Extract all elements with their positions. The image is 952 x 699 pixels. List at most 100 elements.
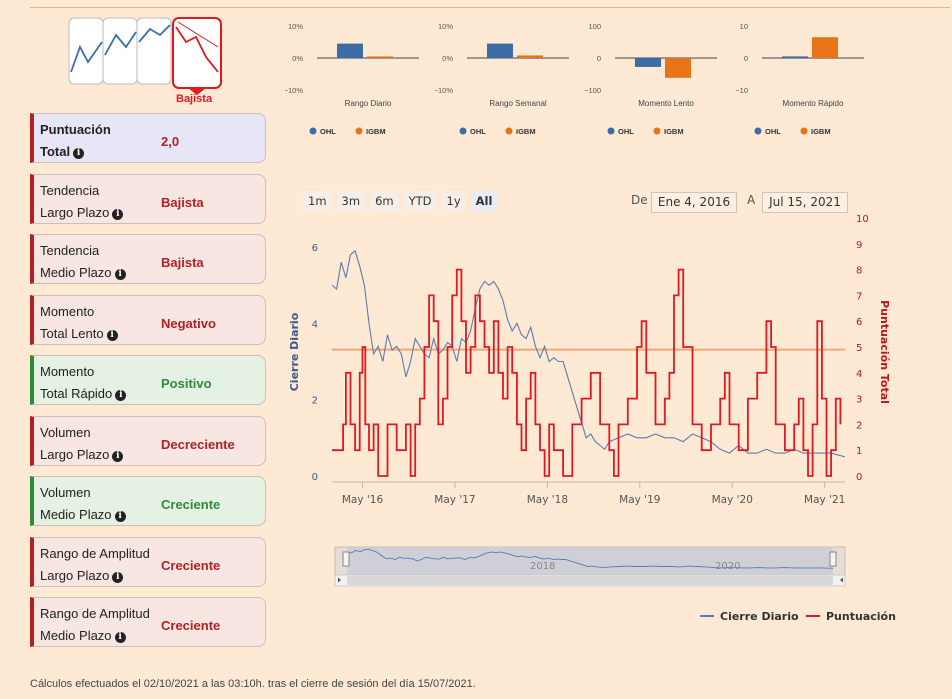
y2-tick-label: 2 — [856, 420, 862, 431]
mini-tick-label: −10 — [735, 86, 748, 95]
card-value: 2,0 — [161, 134, 180, 149]
y-tick-label: 2 — [312, 396, 318, 407]
mini-bar — [487, 43, 513, 58]
mini-legend-label: OHL — [765, 127, 781, 136]
y2-tick-label: 6 — [856, 317, 862, 328]
trend-label: Bajista — [176, 93, 213, 105]
card-value: Positivo — [161, 376, 212, 391]
mini-tick-label: 0 — [744, 54, 748, 63]
x-tick-label: May '21 — [804, 494, 845, 506]
y2-tick-label: 9 — [856, 240, 862, 251]
range-navigator[interactable]: 2018 2020 — [334, 546, 846, 587]
info-icon[interactable]: i — [112, 450, 124, 462]
card-title-text: Total Lento — [40, 325, 104, 341]
card-title-line2: Medio Plazo i — [40, 507, 126, 522]
range-button[interactable]: 6m — [370, 191, 399, 211]
date-to-input[interactable]: Jul 15, 2021 — [762, 192, 848, 213]
card-title-text: Medio Plazo — [40, 265, 112, 280]
card-title-line1: Volumen — [40, 424, 91, 440]
puntuacion-series — [332, 268, 842, 477]
range-button[interactable]: All — [470, 191, 498, 211]
range-button[interactable]: YTD — [403, 191, 437, 211]
info-icon[interactable]: i — [114, 511, 126, 522]
mini-bar — [665, 58, 691, 78]
range-button[interactable]: 1y — [441, 191, 466, 211]
mini-tick-label: 10 — [740, 22, 748, 31]
date-from-label: De — [631, 193, 648, 207]
mini-tick-label: −10% — [285, 86, 303, 95]
range-button[interactable]: 3m — [336, 191, 366, 211]
mini-legend-dot — [505, 127, 513, 135]
date-from-input[interactable]: Ene 4, 2016 — [651, 192, 737, 213]
card-value: Negativo — [161, 315, 216, 331]
card-title-line2: Total Rápido i — [40, 386, 127, 401]
mini-legend-label: OHL — [320, 127, 336, 136]
score-card: Momento Total Rápido i Positivo — [30, 355, 266, 405]
card-title-text: Largo Plazo — [40, 567, 110, 583]
mini-legend-dot — [459, 127, 467, 135]
mini-chart-title: Momento Rápido — [783, 99, 844, 108]
score-card: Tendencia Largo Plazo i Bajista — [30, 173, 266, 224]
card-title-line1: Puntuación — [40, 122, 111, 137]
card-title-line2: Medio Plazo i — [40, 628, 126, 643]
footer-note: Cálculos efectuados el 02/10/2021 a las … — [30, 678, 476, 690]
score-card: Volumen Largo Plazo i Decreciente — [30, 415, 266, 466]
scroll-left-arrow-icon — [338, 577, 341, 583]
card-title-line2: Total i — [40, 144, 85, 159]
top-divider — [30, 7, 950, 8]
scroll-right-arrow-icon — [840, 577, 843, 583]
card-value: Creciente — [161, 618, 221, 633]
navigator-right-handle — [829, 551, 837, 567]
navigator-selection — [347, 547, 833, 575]
info-icon[interactable]: i — [114, 632, 126, 643]
info-icon[interactable]: i — [112, 208, 124, 220]
score-card: Momento Total Lento i Negativo — [30, 294, 266, 345]
range-button[interactable]: 1m — [303, 191, 332, 211]
mini-legend-dot — [800, 127, 808, 135]
card-value: Bajista — [161, 194, 204, 210]
score-card: Rango de Amplitud Largo Plazo i Creciente — [30, 536, 266, 587]
legend-label: Puntuación — [826, 610, 896, 623]
score-card: Volumen Medio Plazo i Creciente — [30, 476, 266, 526]
trend-thumbnails-icon — [68, 17, 222, 95]
mini-tick-label: −10% — [435, 86, 453, 95]
card-title-text: Medio Plazo — [40, 507, 112, 522]
navigator-left-handle — [342, 551, 350, 567]
mini-tick-label: 0 — [597, 54, 601, 63]
card-value: Creciente — [161, 557, 221, 573]
card-title-line1: Tendencia — [40, 243, 100, 258]
card-title-line1: Rango de Amplitud — [40, 606, 150, 621]
card-title-text: Total — [40, 144, 71, 159]
x-tick-label: May '18 — [527, 494, 568, 506]
mini-bar-chart: 100 0 −100 Momento Lento OHL IGBM — [584, 22, 717, 136]
info-icon[interactable]: i — [114, 269, 126, 280]
card-title-line2: Largo Plazo i — [40, 447, 124, 462]
y2-tick-label: 5 — [856, 343, 862, 354]
x-tick-label: May '17 — [434, 494, 475, 506]
score-card: Rango de Amplitud Medio Plazo i Creciente — [30, 597, 266, 647]
mini-legend-dot — [355, 127, 363, 135]
cierre-diario-series — [331, 249, 846, 458]
y2-tick-label: 3 — [856, 395, 862, 406]
mini-tick-label: −100 — [584, 86, 601, 95]
info-icon[interactable]: i — [112, 571, 124, 583]
card-title-line1: Momento — [40, 303, 95, 319]
y2-tick-label: 8 — [856, 266, 862, 277]
mini-tick-label: 0% — [442, 54, 453, 63]
y2-axis-title: Puntuación Total — [878, 300, 891, 404]
mini-legend-label: OHL — [618, 127, 634, 136]
mini-chart-title: Rango Semanal — [489, 99, 547, 108]
info-icon[interactable]: i — [115, 390, 127, 401]
range-selector: 1m 3m 6m YTD 1y All — [303, 191, 502, 211]
info-icon[interactable]: i — [73, 148, 85, 159]
y2-tick-label: 7 — [856, 291, 862, 302]
y2-tick-label: 4 — [856, 369, 862, 380]
y2-tick-label: 1 — [856, 446, 862, 457]
y2-tick-label: 0 — [856, 472, 862, 483]
mini-legend-label: IGBM — [811, 127, 831, 136]
y2-tick-label: 10 — [856, 214, 869, 225]
mini-legend-dot — [754, 127, 762, 135]
info-icon[interactable]: i — [106, 329, 118, 341]
card-title-line2: Total Lento i — [40, 326, 118, 341]
x-tick-label: May '19 — [619, 494, 660, 506]
